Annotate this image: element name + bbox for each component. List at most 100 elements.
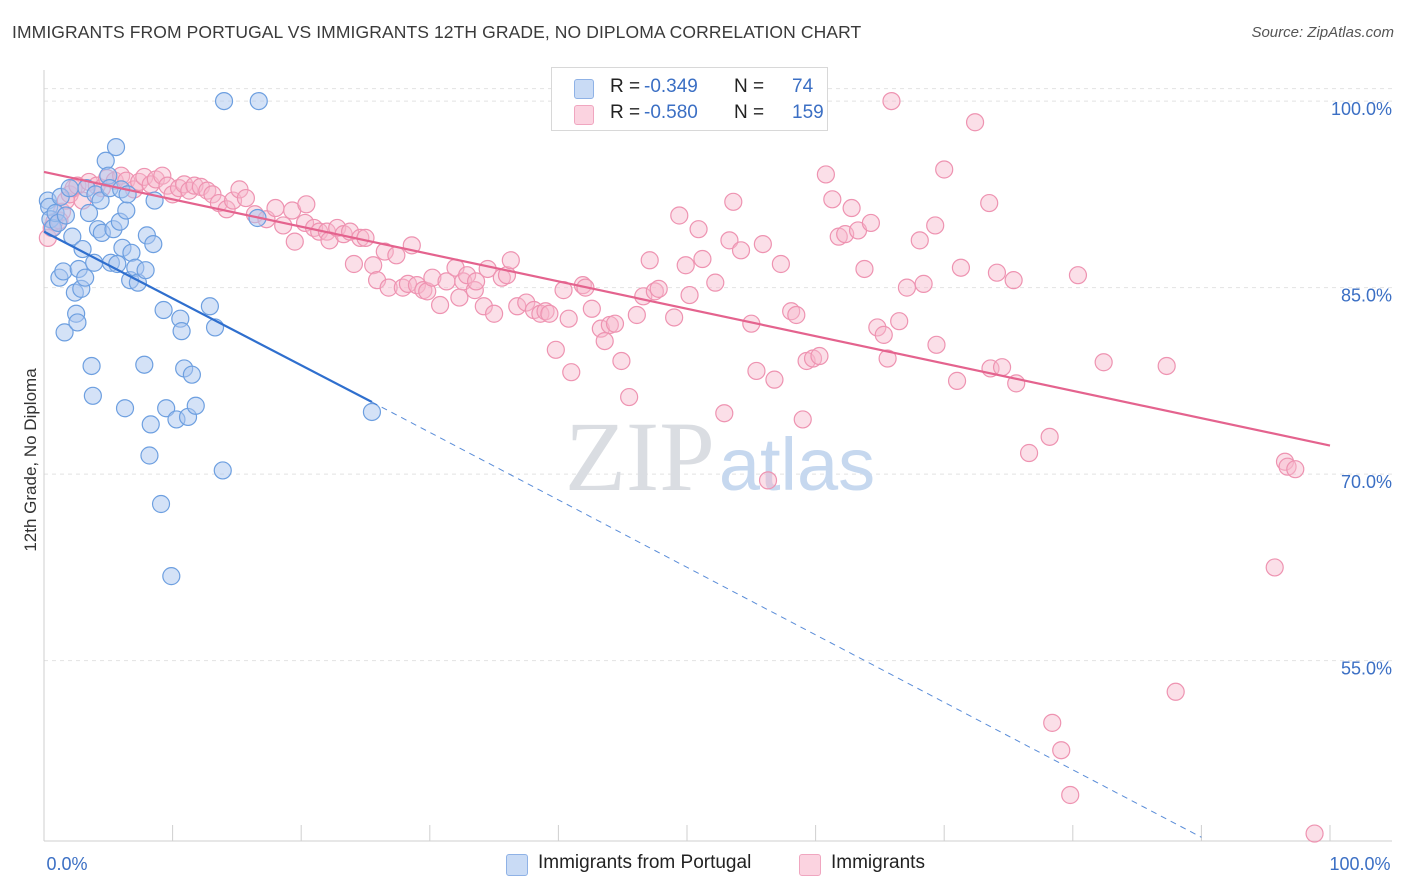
immigrants-point	[910, 231, 929, 250]
immigrants-point	[810, 346, 829, 366]
immigrants-point	[1068, 266, 1088, 285]
immigrants-point	[649, 279, 668, 298]
immigrants-point	[1286, 460, 1305, 479]
series-swatch-portugal	[506, 854, 528, 876]
immigrants-point	[485, 304, 504, 323]
immigrants-point	[926, 216, 945, 235]
immigrants-point	[965, 113, 985, 132]
portugal-point	[91, 191, 110, 210]
immigrants-point	[1094, 353, 1113, 372]
immigrants-point	[457, 266, 477, 285]
immigrants-point	[1275, 452, 1295, 471]
portugal-point	[157, 399, 176, 418]
immigrants-point	[890, 312, 909, 331]
portugal-point	[200, 297, 219, 316]
immigrants-point	[627, 305, 646, 325]
immigrants-point	[987, 263, 1007, 282]
immigrants-point	[1004, 271, 1023, 290]
portugal-point	[140, 446, 159, 465]
immigrants-point	[236, 188, 256, 208]
immigrants-point	[356, 228, 375, 247]
portugal-point	[213, 461, 232, 480]
immigrants-point	[517, 293, 536, 312]
immigrants-point	[680, 285, 699, 305]
immigrants-point	[620, 387, 639, 407]
immigrants-point	[605, 314, 625, 333]
immigrants-point	[1052, 741, 1071, 760]
portugal-point	[106, 138, 126, 157]
immigrants-point	[501, 251, 520, 270]
portugal-trend-line	[43, 230, 373, 404]
y-tick-label: 70.0%	[1341, 472, 1392, 492]
immigrants-point	[364, 256, 383, 275]
watermark-zip: ZIP	[565, 401, 715, 512]
immigrants-point	[153, 166, 172, 185]
watermark-atlas: atlas	[719, 423, 875, 506]
portugal-point	[117, 201, 136, 220]
legend-swatch-immigrants	[574, 105, 594, 125]
immigrants-point	[793, 410, 812, 429]
portugal-point	[362, 402, 382, 422]
immigrants-point	[720, 231, 739, 250]
immigrants-point	[947, 371, 967, 390]
immigrants-point	[640, 251, 659, 270]
immigrants-point	[689, 220, 708, 239]
portugal-point	[76, 268, 95, 287]
immigrants-point	[855, 259, 874, 279]
immigrants-point	[1061, 785, 1080, 805]
series-label-immigrants: Immigrants	[831, 852, 925, 873]
immigrants-point	[540, 304, 559, 323]
immigrants-point	[1166, 682, 1185, 701]
watermark: ZIPatlas	[565, 401, 875, 512]
immigrants-point	[595, 331, 614, 351]
immigrants-point	[868, 318, 887, 337]
immigrants-point	[665, 308, 684, 327]
immigrants-point	[771, 254, 790, 274]
portugal-trend-extension	[371, 401, 1202, 838]
immigrants-point	[951, 258, 971, 277]
y-tick-label: 100.0%	[1331, 99, 1392, 119]
portugal-point	[162, 567, 181, 586]
immigrants-point	[474, 297, 493, 316]
portugal-point	[141, 415, 160, 434]
immigrants-point	[715, 404, 734, 423]
legend-r-label: R =	[610, 76, 641, 97]
portugal-point	[186, 396, 205, 415]
immigrants-point	[285, 232, 304, 251]
portugal-point	[122, 243, 141, 262]
legend-n-label: N =	[734, 76, 765, 97]
series-legend: Immigrants from Portugal Immigrants	[0, 852, 1406, 878]
immigrants-point	[874, 325, 893, 344]
immigrants-point	[724, 192, 743, 211]
immigrants-point	[582, 299, 601, 318]
immigrants-point	[693, 249, 712, 269]
legend-n-value: 74	[792, 76, 814, 97]
portugal-point	[54, 262, 73, 281]
immigrants-point	[466, 272, 486, 291]
immigrants-point	[1043, 713, 1062, 732]
immigrants-point	[842, 198, 861, 218]
portugal-point	[68, 313, 87, 332]
portugal-point	[214, 91, 234, 111]
portugal-point	[56, 206, 75, 225]
immigrants-point	[897, 278, 917, 297]
portugal-point	[60, 179, 79, 198]
immigrants-point	[1305, 824, 1324, 843]
legend-n-label: N =	[734, 102, 765, 123]
series-label-portugal: Immigrants from Portugal	[538, 852, 752, 873]
portugal-point	[115, 399, 135, 418]
chart-title: IMMIGRANTS FROM PORTUGAL VS IMMIGRANTS 1…	[12, 22, 862, 42]
legend-r-label: R =	[610, 102, 641, 123]
x-tick-label: 0.0%	[46, 854, 87, 874]
portugal-point	[154, 300, 173, 320]
immigrants-point	[1019, 443, 1039, 463]
immigrants-point	[861, 213, 880, 233]
immigrants-point	[559, 309, 578, 328]
immigrants-point	[430, 295, 450, 315]
immigrants-point	[612, 351, 631, 371]
immigrants-points	[38, 91, 1324, 843]
portugal-point	[151, 494, 171, 514]
immigrants-point	[765, 370, 784, 389]
y-tick-label: 85.0%	[1341, 286, 1392, 306]
legend-n-value: 159	[792, 102, 824, 123]
